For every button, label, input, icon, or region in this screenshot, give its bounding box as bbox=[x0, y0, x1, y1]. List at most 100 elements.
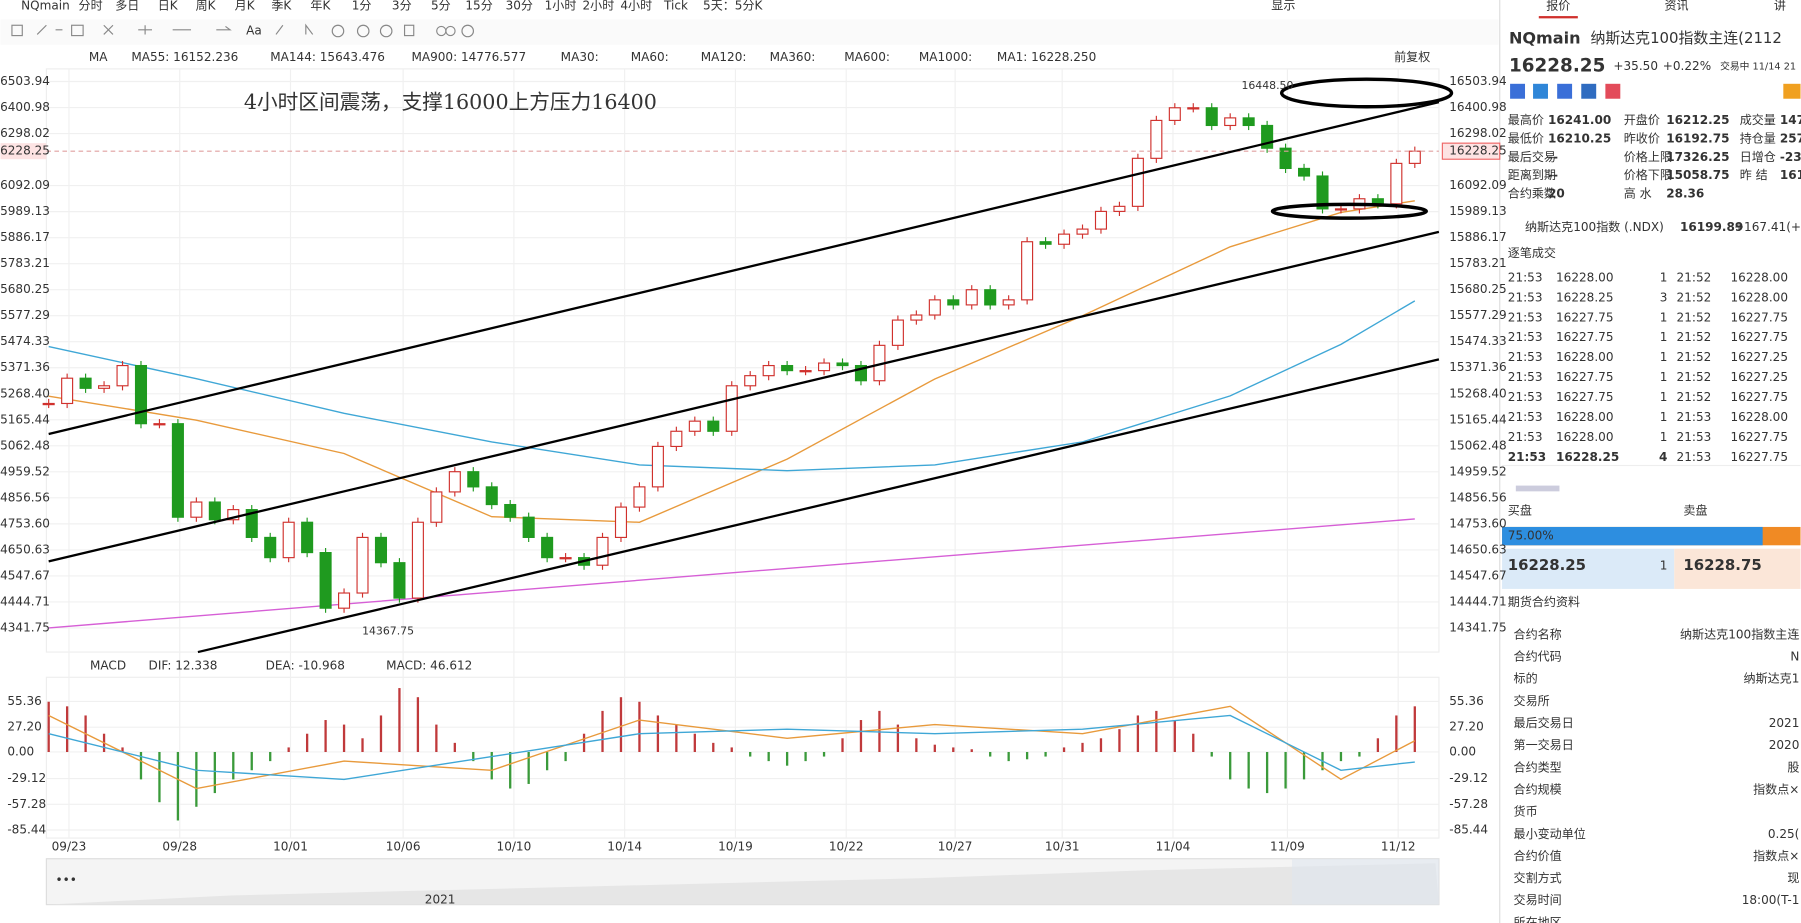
period-tab[interactable]: 月K bbox=[235, 0, 256, 12]
stat-value: 17326.25 bbox=[1666, 150, 1729, 164]
candle bbox=[1021, 241, 1034, 301]
candle bbox=[910, 314, 923, 321]
y-tick-label-left: 27.20 bbox=[7, 720, 42, 734]
y-tick-label: 14547.67 bbox=[1449, 568, 1506, 582]
candle bbox=[891, 319, 904, 346]
period-tab[interactable]: 多日 bbox=[115, 0, 139, 12]
trade-time: 21:53 bbox=[1508, 390, 1543, 404]
stat-value: 20 bbox=[1548, 187, 1565, 201]
panel-tab[interactable]: 资讯 bbox=[1665, 0, 1689, 12]
bid-size: 1 bbox=[1660, 558, 1668, 572]
y-tick-label: 16298.02 bbox=[1449, 126, 1506, 140]
quote-icons bbox=[1510, 83, 1801, 99]
candle bbox=[651, 445, 664, 488]
instrument-name: 纳斯达克100指数主连(2112 bbox=[1590, 29, 1781, 47]
candle bbox=[1131, 157, 1144, 207]
x-tick-label: 10/22 bbox=[829, 840, 864, 854]
period-tab[interactable]: 4小时 bbox=[620, 0, 652, 12]
candle bbox=[522, 516, 535, 538]
y-tick-label-left: 15989.13 bbox=[0, 204, 50, 218]
trade-time: 21:53 bbox=[1677, 450, 1712, 464]
contract-label: 交割方式 bbox=[1514, 870, 1562, 885]
stat-value: -- bbox=[1548, 168, 1558, 182]
trade-price: 16228.00 bbox=[1556, 350, 1613, 364]
y-tick-label-left: 55.36 bbox=[7, 694, 42, 708]
panel-tab[interactable]: 讲 bbox=[1774, 0, 1786, 12]
tool-icons bbox=[11, 23, 475, 38]
macd-bar bbox=[1395, 715, 1398, 752]
trade-price: 16227.75 bbox=[1731, 330, 1788, 344]
y-tick-label-left: 14959.52 bbox=[0, 464, 50, 478]
macd-bar bbox=[509, 751, 512, 789]
stat-label: 价格上限 bbox=[1624, 149, 1672, 164]
macd-bar bbox=[767, 751, 770, 762]
stat-label: 昨收价 bbox=[1624, 131, 1660, 145]
trade-price: 16227.75 bbox=[1731, 390, 1788, 404]
contract-value: 现 bbox=[1787, 871, 1799, 885]
candle bbox=[1058, 233, 1071, 245]
macd-bar bbox=[730, 747, 733, 752]
period-tab[interactable]: 5天：5分K bbox=[703, 0, 763, 12]
period-tab[interactable]: 30分 bbox=[506, 0, 533, 12]
candle bbox=[947, 299, 960, 306]
period-tab[interactable]: 日K bbox=[158, 0, 179, 12]
y-tick-label: 55.36 bbox=[1449, 694, 1484, 708]
macd-bar bbox=[379, 715, 383, 752]
macd-bar bbox=[564, 751, 567, 762]
macd-legend: DEA: -10.968 bbox=[266, 658, 345, 672]
period-tab[interactable]: 分时 bbox=[79, 0, 103, 12]
macd-bar bbox=[361, 738, 364, 752]
scroll-thumb[interactable] bbox=[1515, 485, 1560, 492]
trade-price: 16227.75 bbox=[1731, 450, 1788, 464]
last-price-box bbox=[1441, 142, 1501, 160]
candle bbox=[1187, 107, 1200, 110]
period-tab[interactable]: 5分 bbox=[431, 0, 451, 12]
series-line bbox=[48, 518, 1415, 629]
candle bbox=[1113, 205, 1126, 212]
stat-label: 合约乘数 bbox=[1508, 186, 1556, 201]
annotation: 4小时区间震荡，支撑16000上方压力16400 bbox=[244, 90, 657, 114]
y-tick-label-left: 15474.33 bbox=[0, 334, 50, 348]
macd-bar bbox=[712, 742, 715, 752]
period-tab[interactable]: 3分 bbox=[392, 0, 412, 12]
ma-legend: MA144: 15643.476 bbox=[270, 50, 385, 64]
trade-volume: 4 bbox=[1659, 450, 1667, 464]
macd-bar bbox=[675, 724, 678, 752]
macd-legend: MACD: 46.612 bbox=[386, 658, 472, 672]
candle bbox=[984, 289, 997, 306]
candle bbox=[725, 385, 738, 432]
navigator-window[interactable] bbox=[1291, 858, 1439, 905]
period-tab[interactable]: 周K bbox=[196, 0, 217, 12]
contract-label: 标的 bbox=[1514, 671, 1538, 686]
contract-value: 纳斯达克1 bbox=[1744, 672, 1800, 686]
low-label: 14367.75 bbox=[362, 624, 414, 637]
x-tick-label: 09/28 bbox=[162, 840, 197, 854]
trade-time: 21:52 bbox=[1677, 290, 1712, 304]
bid-price: 16228.25 bbox=[1508, 556, 1586, 574]
period-tab[interactable]: 1分 bbox=[352, 0, 372, 12]
candle bbox=[836, 362, 849, 367]
bid-bar bbox=[1502, 526, 1763, 546]
y-tick-label: 16400.98 bbox=[1449, 100, 1506, 114]
macd-label: MACD bbox=[90, 658, 126, 672]
macd-bar bbox=[970, 749, 973, 752]
y-tick-label: 27.20 bbox=[1449, 720, 1484, 734]
period-tab[interactable]: 2小时 bbox=[583, 0, 615, 12]
period-tab[interactable]: 1小时 bbox=[545, 0, 577, 12]
trade-price: 16227.75 bbox=[1556, 370, 1613, 384]
y-tick-label: 15680.25 bbox=[1449, 282, 1506, 296]
candle bbox=[190, 501, 203, 518]
navigator-area bbox=[46, 863, 1439, 905]
trade-time: 21:53 bbox=[1508, 350, 1543, 364]
period-tab[interactable]: 15分 bbox=[465, 0, 492, 12]
contract-label: 第一交易日 bbox=[1514, 737, 1574, 752]
candle bbox=[98, 385, 111, 389]
period-tab[interactable]: Tick bbox=[663, 0, 688, 12]
macd-bar bbox=[1376, 738, 1380, 752]
candle bbox=[411, 521, 424, 599]
period-tab[interactable]: 年K bbox=[310, 0, 331, 12]
panel-tab[interactable]: 报价 bbox=[1546, 0, 1570, 12]
period-tab[interactable]: 季K bbox=[271, 0, 292, 12]
candle bbox=[670, 430, 683, 448]
macd-bar bbox=[1358, 751, 1361, 757]
